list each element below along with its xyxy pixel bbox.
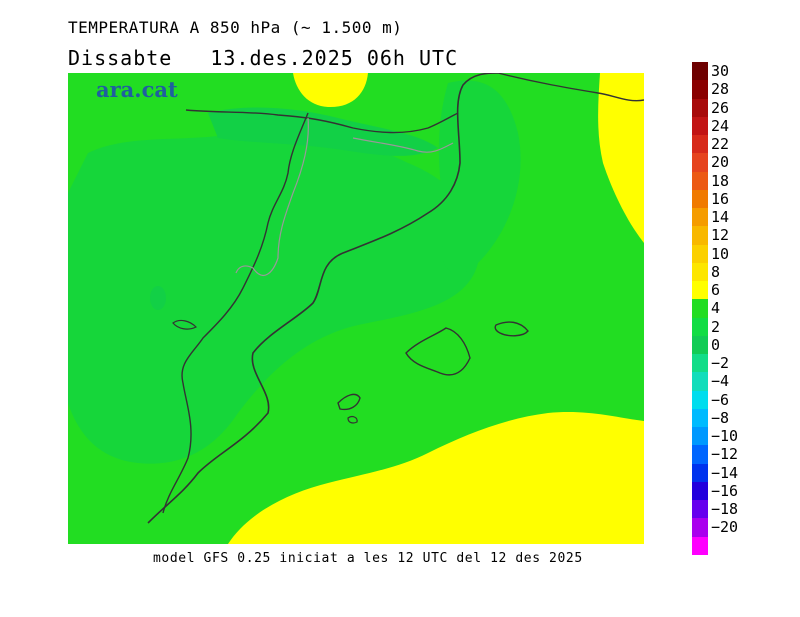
- legend-label: −14: [711, 463, 739, 482]
- legend-label: 26: [711, 98, 730, 117]
- national-border: [185, 109, 459, 134]
- field-6-8-north: [293, 73, 368, 108]
- legend-swatch: [692, 116, 708, 136]
- legend-swatch: [692, 335, 708, 355]
- legend-swatch: [692, 189, 708, 209]
- map-subtitle: Dissabte 13.des.2025 06h UTC: [68, 46, 458, 70]
- regional-border-grey: [235, 117, 309, 276]
- model-caption: model GFS 0.25 iniciat a les 12 UTC del …: [153, 551, 583, 566]
- color-legend: [692, 62, 708, 555]
- field-6-8-northeast: [598, 73, 644, 243]
- legend-swatch: [692, 171, 708, 191]
- legend-label: 20: [711, 153, 730, 172]
- field-2-4-east: [438, 80, 521, 274]
- legend-label: −16: [711, 481, 739, 500]
- legend-swatch: [692, 390, 708, 410]
- legend-label: −8: [711, 408, 730, 427]
- legend-swatch: [692, 354, 708, 373]
- logo: ara.cat: [96, 77, 178, 102]
- legend-label: 10: [711, 244, 730, 263]
- legend-swatch: [692, 408, 708, 428]
- island-ibiza: [337, 393, 361, 411]
- legend-swatch: [692, 445, 708, 465]
- legend-swatch: [692, 98, 708, 118]
- legend-swatch: [692, 518, 708, 538]
- legend-label: 2: [711, 317, 721, 336]
- coastline: [147, 73, 499, 524]
- legend-swatch: [692, 536, 708, 555]
- field-cool-spot: [150, 286, 166, 310]
- legend-label: 24: [711, 116, 730, 135]
- legend-swatch: [692, 62, 708, 81]
- legend-label: 18: [711, 171, 730, 190]
- legend-label: 16: [711, 189, 730, 208]
- regional-border-west: [162, 112, 309, 514]
- legend-label: 22: [711, 135, 730, 154]
- field-6-8-south: [228, 411, 644, 544]
- legend-label: 6: [711, 281, 721, 300]
- legend-label: −10: [711, 427, 739, 446]
- legend-label: −20: [711, 518, 739, 537]
- legend-label: 28: [711, 80, 730, 99]
- legend-swatch: [692, 226, 708, 246]
- map-canvas: [68, 73, 644, 544]
- national-border-east: [497, 73, 644, 102]
- island-menorca: [494, 321, 529, 337]
- legend-swatch: [692, 500, 708, 519]
- legend-label: 0: [711, 335, 721, 354]
- legend-label: 30: [711, 62, 730, 80]
- forecast-day: Dissabte: [68, 46, 173, 70]
- legend-label: −4: [711, 372, 730, 391]
- legend-swatch: [692, 244, 708, 264]
- island-mallorca: [405, 327, 471, 376]
- legend-label: −6: [711, 390, 730, 409]
- legend-label: 8: [711, 262, 721, 281]
- legend-label: −12: [711, 445, 739, 464]
- legend-swatch: [692, 281, 708, 300]
- legend-swatch: [692, 135, 708, 154]
- island-small-coast: [172, 319, 198, 330]
- field-2-4-pyrenees: [208, 107, 438, 156]
- legend-swatch: [692, 463, 708, 483]
- legend-swatch: [692, 372, 708, 392]
- legend-label: 4: [711, 299, 721, 318]
- legend-label: 12: [711, 226, 730, 245]
- legend-swatch: [692, 481, 708, 501]
- temperature-map: ara.cat: [68, 73, 644, 544]
- map-title: TEMPERATURA A 850 hPa (~ 1.500 m): [68, 18, 403, 37]
- legend-swatch: [692, 262, 708, 282]
- legend-swatch: [692, 153, 708, 173]
- legend-swatch: [692, 299, 708, 319]
- legend-swatch: [692, 80, 708, 99]
- legend-label: −2: [711, 354, 730, 373]
- legend-swatch: [692, 427, 708, 446]
- island-formentera: [347, 416, 358, 424]
- legend-label: 14: [711, 208, 730, 227]
- field-2-4-west: [68, 130, 480, 464]
- legend-swatch: [692, 317, 708, 337]
- forecast-datetime: 13.des.2025 06h UTC: [210, 46, 459, 70]
- regional-border-grey-2: [352, 137, 454, 153]
- legend-label: −18: [711, 500, 739, 519]
- legend-swatch: [692, 208, 708, 227]
